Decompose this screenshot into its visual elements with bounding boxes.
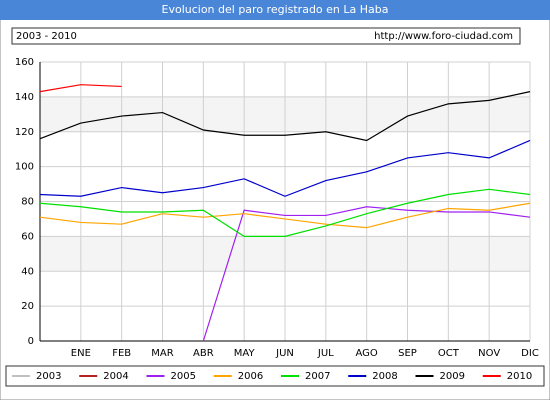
legend-label: 2003 — [36, 371, 61, 382]
x-tick-label: FEB — [112, 348, 131, 359]
y-tick-label: 160 — [15, 57, 34, 68]
y-tick-label: 20 — [21, 301, 34, 312]
legend-box — [5, 365, 545, 387]
x-tick-label: AGO — [356, 348, 378, 359]
legend-label: 2009 — [440, 371, 465, 382]
x-tick-label: ABR — [193, 348, 214, 359]
x-tick-label: DIC — [521, 348, 539, 359]
y-tick-label: 40 — [21, 266, 34, 277]
x-tick-label: SEP — [398, 348, 417, 359]
series-line — [39, 188, 531, 237]
y-tick-label: 0 — [28, 336, 34, 347]
y-tick-label: 120 — [15, 127, 34, 138]
title-bar — [0, 0, 550, 20]
legend-label: 2004 — [103, 371, 128, 382]
x-tick-label: MAY — [234, 348, 256, 359]
series-line — [39, 91, 531, 142]
legend-label: 2007 — [305, 371, 330, 382]
legend-label: 2008 — [372, 371, 397, 382]
legend-label: 2010 — [507, 371, 532, 382]
x-tick-label: OCT — [438, 348, 460, 359]
y-tick-label: 100 — [15, 162, 34, 173]
legend-label: 2006 — [238, 371, 263, 382]
series-line — [39, 202, 531, 229]
series-line — [39, 139, 531, 197]
series-line — [202, 206, 531, 342]
series-line — [39, 84, 122, 93]
legend-label: 2005 — [171, 371, 196, 382]
y-tick-label: 60 — [21, 231, 34, 242]
x-tick-label: NOV — [478, 348, 500, 359]
x-tick-label: MAR — [151, 348, 173, 359]
header-box — [11, 27, 521, 45]
y-tick-label: 140 — [15, 92, 34, 103]
x-tick-label: ENE — [71, 348, 91, 359]
chart-title: Evolucion del paro registrado en La Haba — [162, 3, 389, 16]
source: http://www.foro-ciudad.com — [374, 31, 513, 42]
subtitle: 2003 - 2010 — [16, 31, 77, 42]
y-tick-label: 80 — [21, 197, 34, 208]
x-tick-label: JUN — [275, 348, 294, 359]
x-tick-label: JUL — [317, 348, 334, 359]
